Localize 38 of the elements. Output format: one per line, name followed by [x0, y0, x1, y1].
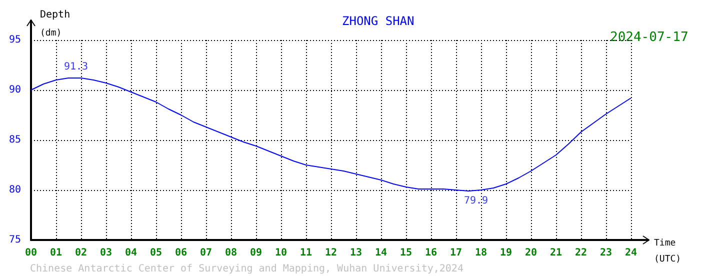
- x-tick-label: 07: [200, 248, 212, 258]
- x-tick-label: 04: [124, 248, 138, 258]
- x-tick-label: 21: [550, 248, 562, 258]
- x-tick-label: 00: [24, 248, 38, 258]
- annotation: 91.3: [64, 62, 88, 72]
- x-tick-label: 02: [74, 248, 88, 258]
- chart-subtitle: 2024-07-17: [610, 30, 688, 45]
- x-tick-label: 01: [50, 248, 62, 258]
- y-tick-label: 75: [8, 234, 21, 246]
- x-tick-label: 06: [174, 248, 188, 258]
- y-tick-label: 90: [8, 84, 21, 96]
- x-tick-label: 08: [224, 248, 238, 258]
- x-tick-label: 17: [450, 248, 462, 258]
- x-tick-label: 19: [500, 248, 512, 258]
- x-axis-title: Time (UTC): [654, 238, 682, 264]
- x-tick-label: 13: [350, 248, 362, 258]
- x-tick-label: 22: [574, 248, 588, 258]
- x-tick-label: 16: [424, 248, 438, 258]
- text: Chinese Antarctic Center of Surveying and Mapping, Wuhan University,2024: [30, 264, 464, 274]
- x-tick-label: 09: [250, 248, 262, 258]
- x-tick-label: 11: [300, 248, 312, 258]
- annotation: 79.9: [464, 196, 488, 206]
- y-axis-title: Depth (dm): [40, 10, 70, 38]
- line-series: [30, 78, 632, 192]
- x-tick-label: 10: [274, 248, 288, 258]
- x-tick-label: 23: [600, 248, 612, 258]
- chart-title: ZHONG SHAN: [342, 14, 414, 28]
- y-tick-label: 80: [8, 184, 21, 196]
- x-tick-label: 03: [100, 248, 112, 258]
- x-tick-label: 20: [524, 248, 538, 258]
- x-tick-label: 15: [400, 248, 412, 258]
- x-tick-label: 24: [624, 248, 638, 258]
- x-tick-label: 18: [474, 248, 488, 258]
- x-tick-label: 14: [374, 248, 388, 258]
- y-tick-label: 85: [8, 134, 21, 146]
- x-tick-label: 05: [150, 248, 162, 258]
- x-tick-label: 12: [324, 248, 338, 258]
- y-tick-label: 95: [8, 34, 21, 46]
